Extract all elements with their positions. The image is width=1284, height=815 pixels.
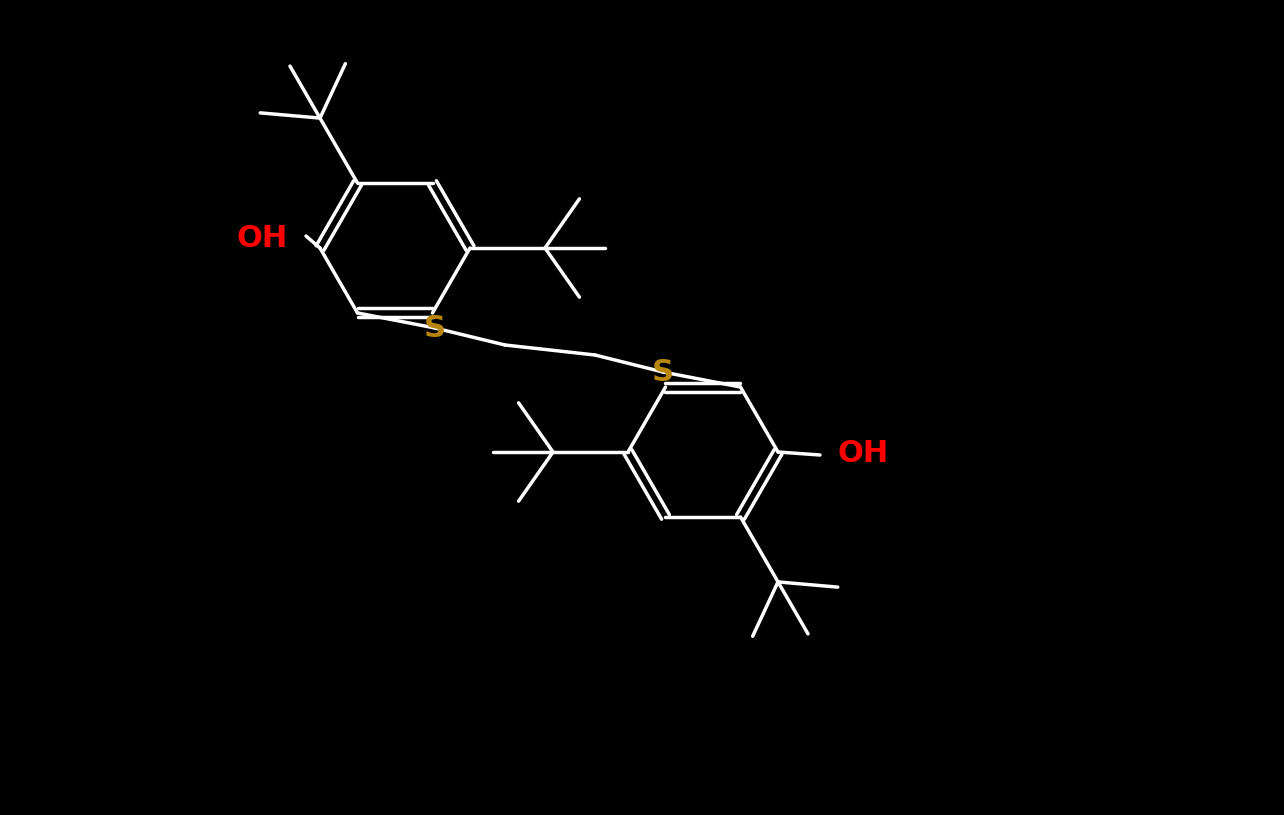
Text: OH: OH [236,223,288,253]
Text: S: S [652,358,674,386]
Text: S: S [424,314,446,342]
Text: OH: OH [838,438,890,468]
